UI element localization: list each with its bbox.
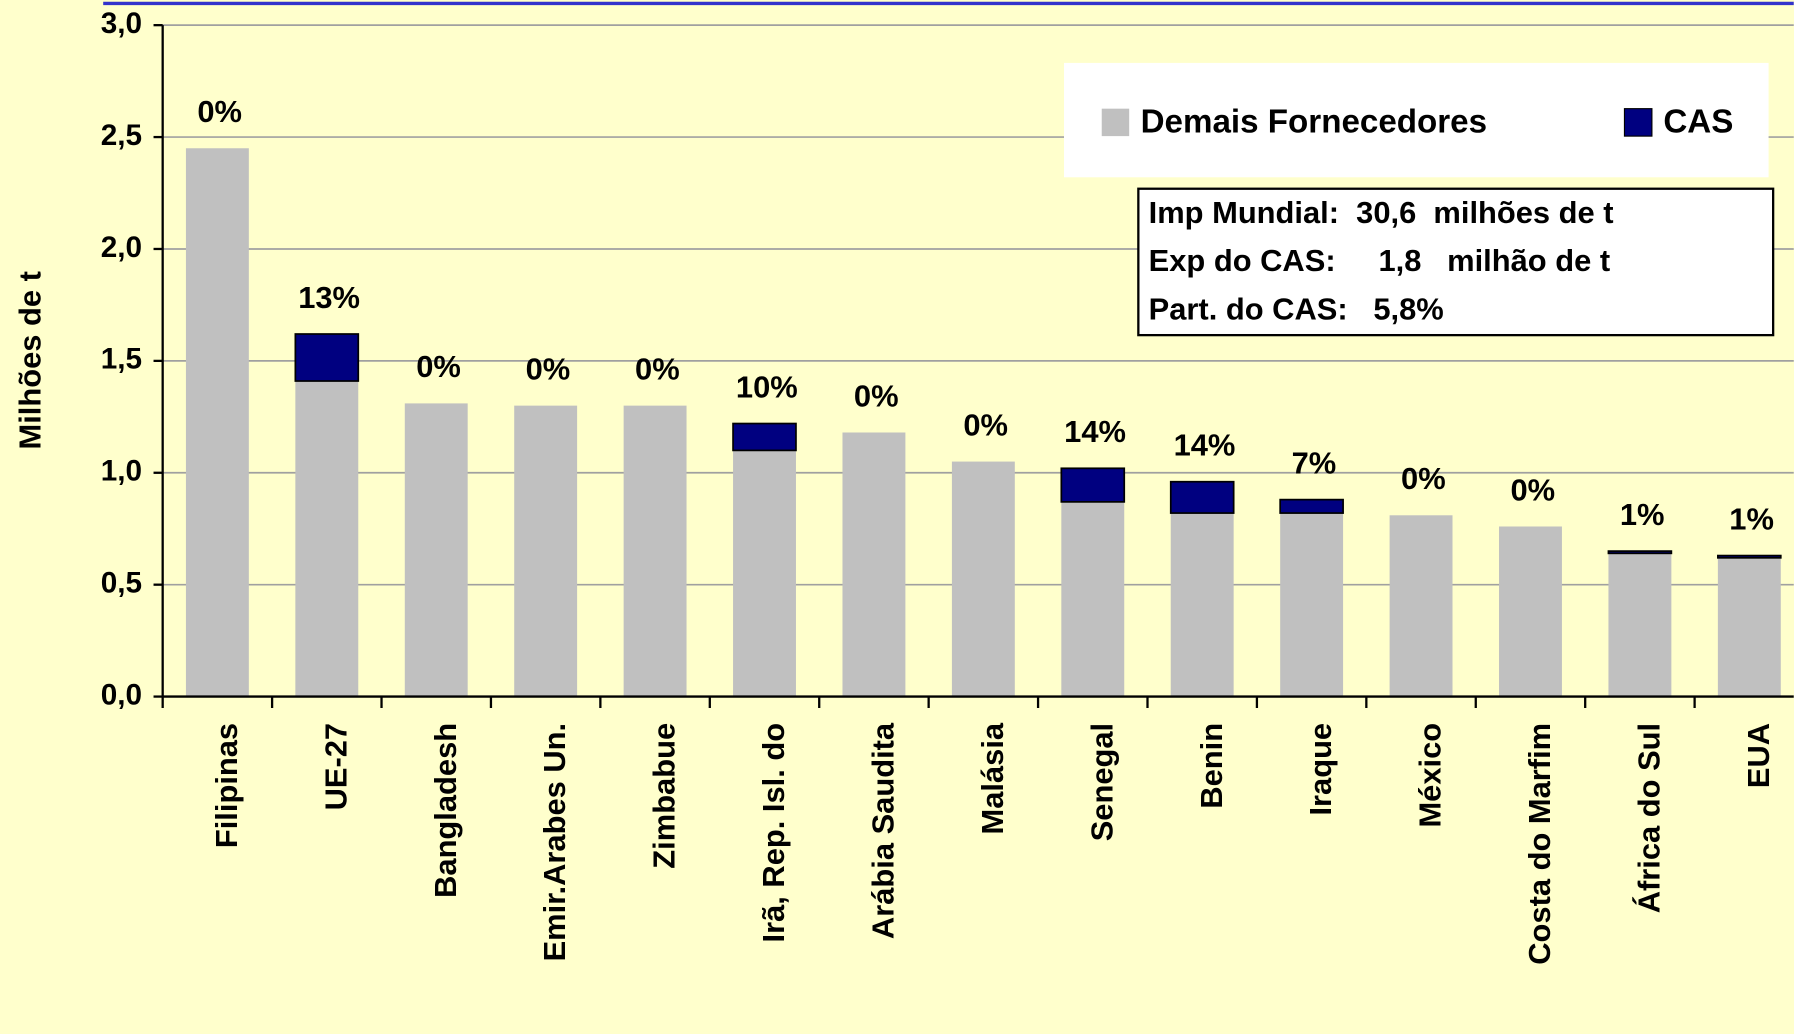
legend-swatch <box>1623 108 1653 137</box>
bar-segment <box>623 405 687 697</box>
x-tick-label: Malásia <box>975 722 1010 834</box>
bar-segment <box>1170 513 1234 697</box>
bar-segment <box>1499 526 1562 697</box>
x-tick-label: África do Sul <box>1631 723 1666 913</box>
bar-segment <box>185 148 249 697</box>
x-tick-label: Benin <box>1194 723 1229 809</box>
share-label: 1% <box>1620 497 1665 532</box>
y-tick-label: 1,5 <box>101 343 142 376</box>
x-tick-label: Bangladesh <box>428 723 463 898</box>
x-tick-label: Costa do Marfim <box>1522 723 1557 965</box>
bar-segment <box>294 333 360 382</box>
share-label: 14% <box>1064 414 1126 449</box>
x-tick-label: Senegal <box>1084 723 1119 841</box>
share-label: 0% <box>1401 461 1446 496</box>
bar-segment <box>1279 498 1344 514</box>
y-tick-label: 1,0 <box>101 455 142 488</box>
share-label: 1% <box>1729 501 1774 536</box>
x-tick-label: Arábia Saudita <box>866 722 901 939</box>
bar-segment <box>1389 515 1453 697</box>
share-label: 0% <box>854 378 899 413</box>
bar-segment <box>1717 557 1781 697</box>
share-label: 0% <box>963 407 1008 442</box>
info-line: Imp Mundial: 30,6 milhões de t <box>1149 195 1614 230</box>
y-tick-label: 0,5 <box>101 567 142 600</box>
bar-segment <box>1608 553 1672 697</box>
share-label: 13% <box>298 280 360 315</box>
bar-segment <box>1061 501 1125 697</box>
info-box <box>1137 187 1775 337</box>
info-line: Exp do CAS: 1,8 milhão de t <box>1149 243 1610 278</box>
bar-segment <box>1607 550 1673 555</box>
legend-label: CAS <box>1663 103 1733 140</box>
y-tick-label: 3,0 <box>101 7 142 40</box>
x-tick-label: Iraque <box>1303 723 1338 816</box>
bar-segment <box>1280 513 1344 697</box>
bar-segment <box>1717 554 1782 559</box>
share-label: 0% <box>416 349 461 384</box>
x-tick-label: Zimbabue <box>647 723 682 869</box>
bar-segment <box>295 381 359 697</box>
legend-label: Demais Fornecedores <box>1141 103 1487 140</box>
bar-segment <box>1060 467 1126 503</box>
y-tick-label: 2,5 <box>101 119 142 152</box>
info-line: Part. do CAS: 5,8% <box>1149 291 1444 326</box>
bar-segment <box>842 432 906 697</box>
share-label: 0% <box>197 94 242 129</box>
x-tick-label: Filipinas <box>209 723 244 848</box>
share-label: 0% <box>635 351 680 386</box>
x-tick-label: Emir.Arabes Un. <box>537 723 572 962</box>
share-label: 0% <box>526 351 571 386</box>
y-tick-label: 2,0 <box>101 231 142 264</box>
bar-segment <box>732 422 797 452</box>
share-label: 14% <box>1174 428 1236 463</box>
bar-segment <box>514 405 578 697</box>
bar-segment <box>951 461 1015 697</box>
share-label: 0% <box>1510 472 1555 507</box>
x-tick-label: EUA <box>1741 723 1776 788</box>
bar-segment <box>1169 480 1235 514</box>
x-tick-label: México <box>1413 723 1448 828</box>
share-label: 10% <box>736 369 798 404</box>
x-tick-label: UE-27 <box>318 723 353 811</box>
y-axis-label: Milhões de t <box>12 271 47 449</box>
y-tick-label: 0,0 <box>101 678 142 711</box>
legend-swatch <box>1101 108 1130 137</box>
bar-segment <box>733 450 796 697</box>
share-label: 7% <box>1292 445 1337 480</box>
x-tick-label: Irã, Rep. Isl. do <box>756 723 791 943</box>
bar-segment <box>404 403 468 697</box>
